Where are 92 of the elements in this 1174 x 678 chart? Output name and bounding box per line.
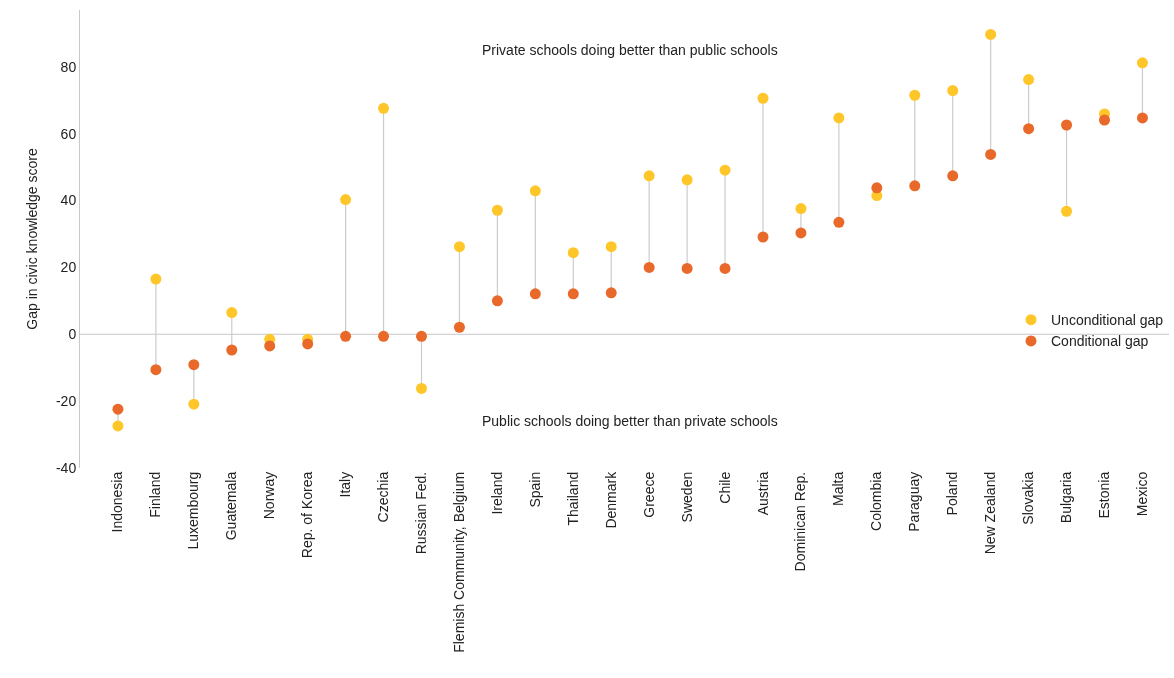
x-tick-label: Luxembourg <box>185 471 202 550</box>
point <box>264 340 276 352</box>
x-tick-label: Colombia <box>868 471 885 531</box>
point <box>643 261 655 273</box>
y-tick-label: 80 <box>60 58 77 75</box>
point <box>833 216 845 228</box>
x-tick-label: Denmark <box>602 470 619 529</box>
point <box>681 174 693 186</box>
x-tick-label: Russian Fed. <box>413 471 430 555</box>
point <box>188 359 200 371</box>
point <box>378 102 390 114</box>
x-tick-label: Estonia <box>1096 471 1113 519</box>
x-tick-label: Bulgaria <box>1058 471 1075 524</box>
point <box>340 330 352 342</box>
point <box>795 203 807 215</box>
x-tick-label: Guatemala <box>223 471 240 541</box>
x-tick-label: Ireland <box>488 471 505 515</box>
x-tick-label: Malta <box>830 471 847 507</box>
x-tick-label: Flemish Community, Belgium <box>450 471 467 653</box>
point <box>1023 123 1035 135</box>
point <box>605 241 617 253</box>
point <box>529 185 541 197</box>
point <box>757 92 769 104</box>
x-tick-label: Spain <box>526 471 543 508</box>
point <box>302 338 314 350</box>
x-tick-label: Italy <box>337 471 354 498</box>
point <box>833 112 845 124</box>
point <box>491 204 503 216</box>
annotation: Public schools doing better than private schools <box>482 413 778 429</box>
point <box>226 344 238 356</box>
x-tick-label: Sweden <box>678 471 695 523</box>
x-tick-label: Austria <box>754 471 771 516</box>
point <box>112 403 124 415</box>
y-tick-label: 0 <box>68 326 77 343</box>
annotation: Private schools doing better than public schools <box>482 42 778 58</box>
point <box>719 164 731 176</box>
point <box>416 330 427 342</box>
point <box>416 382 427 394</box>
point <box>985 28 997 40</box>
legend-label: Unconditional gap <box>1051 312 1164 329</box>
point <box>188 398 200 410</box>
point <box>757 231 769 243</box>
point <box>567 288 579 300</box>
point <box>1061 119 1073 131</box>
point <box>1136 112 1148 124</box>
point <box>643 170 655 182</box>
point <box>947 170 959 182</box>
y-tick-label: 60 <box>60 125 77 142</box>
point <box>871 182 883 194</box>
x-tick-label: Paraguay <box>906 471 923 532</box>
point <box>985 148 997 160</box>
point <box>1023 74 1035 86</box>
legend-label: Conditional gap <box>1051 333 1149 350</box>
x-tick-label: Slovakia <box>1020 471 1037 525</box>
point <box>681 262 693 274</box>
point <box>226 307 238 319</box>
x-tick-label: Chile <box>716 471 733 504</box>
point <box>491 295 503 307</box>
point <box>1061 205 1073 217</box>
x-tick-label: Czechia <box>375 471 392 523</box>
y-tick-label: -20 <box>55 393 77 410</box>
point <box>150 273 162 285</box>
x-tick-label: Norway <box>261 471 278 520</box>
point <box>1098 114 1110 126</box>
y-tick-label: 40 <box>60 192 77 209</box>
point <box>453 241 465 253</box>
x-tick-label: Indonesia <box>109 471 126 533</box>
x-tick-label: Finland <box>147 471 164 518</box>
y-tick-label: -40 <box>55 459 77 476</box>
x-tick-label: Thailand <box>564 471 581 526</box>
point <box>909 89 921 101</box>
y-axis-title: Gap in civic knowledge score <box>23 148 40 330</box>
point <box>605 287 617 299</box>
point <box>340 194 352 206</box>
y-tick-label: 20 <box>60 259 77 276</box>
point <box>112 420 124 432</box>
point <box>947 85 959 97</box>
point <box>719 262 731 274</box>
point <box>150 364 162 376</box>
x-tick-label: New Zealand <box>982 471 999 555</box>
point <box>1136 57 1148 69</box>
point <box>529 288 541 300</box>
x-tick-label: Rep. of Korea <box>299 471 316 559</box>
x-tick-label: Greece <box>640 471 657 518</box>
x-tick-label: Mexico <box>1133 471 1150 517</box>
x-tick-label: Poland <box>944 471 961 516</box>
point <box>795 227 807 239</box>
point <box>909 180 921 192</box>
point <box>567 247 579 259</box>
point <box>453 321 465 333</box>
point <box>378 330 390 342</box>
x-tick-label: Dominican Rep. <box>792 471 809 572</box>
